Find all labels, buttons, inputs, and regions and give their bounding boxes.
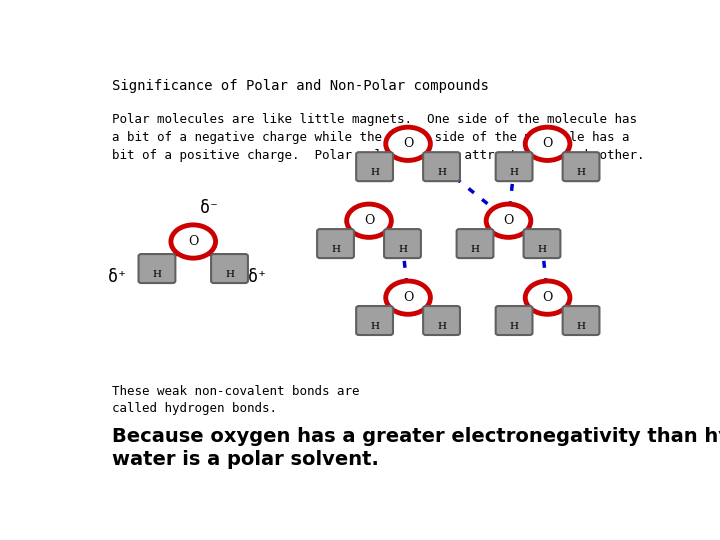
Ellipse shape	[486, 204, 531, 238]
FancyBboxPatch shape	[384, 229, 421, 258]
Text: O: O	[542, 291, 553, 304]
FancyBboxPatch shape	[423, 306, 460, 335]
Text: δ⁻: δ⁻	[200, 199, 220, 217]
Text: Polar molecules are like little magnets.  One side of the molecule has
a bit of : Polar molecules are like little magnets.…	[112, 113, 645, 161]
Text: H: H	[437, 168, 446, 177]
Text: O: O	[403, 137, 413, 150]
Text: These weak non-covalent bonds are
called hydrogen bonds.: These weak non-covalent bonds are called…	[112, 385, 360, 415]
FancyBboxPatch shape	[495, 152, 533, 181]
Ellipse shape	[386, 281, 431, 314]
Text: δ⁺: δ⁺	[248, 268, 267, 286]
Text: O: O	[542, 137, 553, 150]
FancyBboxPatch shape	[562, 152, 600, 181]
FancyBboxPatch shape	[211, 254, 248, 283]
FancyBboxPatch shape	[138, 254, 176, 283]
Text: O: O	[188, 235, 199, 248]
Ellipse shape	[525, 281, 570, 314]
Text: H: H	[398, 245, 407, 254]
Ellipse shape	[347, 204, 392, 238]
Text: O: O	[364, 214, 374, 227]
Text: H: H	[370, 168, 379, 177]
FancyBboxPatch shape	[356, 306, 393, 335]
Text: Significance of Polar and Non-Polar compounds: Significance of Polar and Non-Polar comp…	[112, 79, 489, 93]
Text: H: H	[537, 245, 546, 254]
FancyBboxPatch shape	[523, 229, 560, 258]
Text: H: H	[577, 168, 585, 177]
Text: H: H	[577, 322, 585, 331]
Text: H: H	[471, 245, 480, 254]
Text: O: O	[503, 214, 513, 227]
Text: H: H	[153, 270, 161, 279]
Text: O: O	[403, 291, 413, 304]
FancyBboxPatch shape	[495, 306, 533, 335]
Ellipse shape	[386, 127, 431, 160]
Text: H: H	[370, 322, 379, 331]
FancyBboxPatch shape	[456, 229, 493, 258]
FancyBboxPatch shape	[317, 229, 354, 258]
Text: H: H	[331, 245, 340, 254]
FancyBboxPatch shape	[423, 152, 460, 181]
FancyBboxPatch shape	[562, 306, 600, 335]
FancyBboxPatch shape	[356, 152, 393, 181]
Ellipse shape	[171, 225, 215, 258]
Text: δ⁺: δ⁺	[108, 268, 128, 286]
Text: H: H	[225, 270, 234, 279]
Text: H: H	[510, 322, 518, 331]
Text: Because oxygen has a greater electronegativity than hydrogen,
water is a polar s: Because oxygen has a greater electronega…	[112, 427, 720, 469]
Text: H: H	[437, 322, 446, 331]
Ellipse shape	[525, 127, 570, 160]
Text: H: H	[510, 168, 518, 177]
